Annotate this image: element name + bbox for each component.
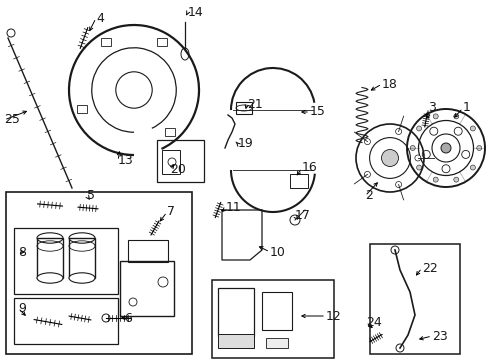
- Bar: [128, 240, 168, 262]
- Text: 16: 16: [302, 162, 317, 175]
- Text: 11: 11: [225, 202, 241, 215]
- Text: 14: 14: [187, 5, 203, 18]
- Circle shape: [453, 127, 461, 135]
- Circle shape: [395, 181, 401, 188]
- Circle shape: [461, 150, 469, 158]
- Bar: [69, 238, 95, 278]
- Bar: [218, 334, 253, 348]
- Text: 1: 1: [462, 102, 470, 114]
- Text: 19: 19: [238, 138, 253, 150]
- Circle shape: [440, 143, 450, 153]
- Circle shape: [395, 129, 401, 135]
- Text: 13: 13: [118, 154, 134, 167]
- Bar: [162, 150, 180, 174]
- Circle shape: [416, 165, 421, 170]
- Bar: [212, 280, 333, 358]
- Circle shape: [364, 139, 370, 145]
- Circle shape: [409, 145, 414, 150]
- Ellipse shape: [69, 273, 95, 283]
- Text: 22: 22: [421, 261, 437, 274]
- Text: 15: 15: [309, 105, 325, 118]
- Circle shape: [364, 171, 370, 177]
- Bar: [6, 192, 192, 354]
- Bar: [236, 102, 251, 114]
- Text: 8: 8: [18, 246, 26, 258]
- Bar: [157, 140, 203, 182]
- Bar: [369, 244, 459, 354]
- Circle shape: [441, 165, 449, 173]
- Text: 2: 2: [364, 189, 372, 202]
- Circle shape: [432, 177, 437, 182]
- Text: 24: 24: [365, 315, 381, 328]
- Text: 25: 25: [4, 113, 20, 126]
- Circle shape: [432, 114, 437, 119]
- Circle shape: [158, 277, 168, 287]
- Text: 9: 9: [18, 301, 26, 315]
- Bar: [14, 298, 118, 344]
- Ellipse shape: [37, 273, 63, 283]
- Circle shape: [469, 165, 474, 170]
- Bar: [120, 261, 174, 316]
- Bar: [289, 174, 307, 188]
- Text: 17: 17: [294, 210, 310, 222]
- Circle shape: [416, 126, 421, 131]
- Text: 18: 18: [381, 77, 397, 90]
- Bar: [218, 288, 253, 336]
- Bar: [77, 105, 87, 113]
- Text: 23: 23: [431, 329, 447, 342]
- Circle shape: [453, 177, 458, 182]
- Text: 10: 10: [269, 246, 285, 258]
- Circle shape: [381, 149, 398, 166]
- Text: 21: 21: [246, 98, 262, 111]
- Circle shape: [453, 114, 458, 119]
- Circle shape: [476, 145, 481, 150]
- Circle shape: [429, 127, 437, 135]
- Text: 12: 12: [325, 310, 341, 323]
- Text: 4: 4: [96, 12, 103, 24]
- Text: 20: 20: [170, 163, 185, 176]
- Bar: [37, 238, 63, 278]
- Bar: [164, 128, 174, 136]
- Bar: [14, 228, 118, 294]
- Bar: [101, 38, 111, 46]
- Text: 3: 3: [427, 102, 435, 114]
- Bar: [262, 292, 291, 330]
- Circle shape: [414, 155, 420, 161]
- Text: 5: 5: [87, 189, 95, 202]
- Text: 6: 6: [124, 311, 132, 324]
- Bar: [265, 338, 287, 348]
- Text: 7: 7: [167, 206, 175, 219]
- Circle shape: [422, 150, 429, 158]
- Bar: [156, 38, 166, 46]
- Circle shape: [469, 126, 474, 131]
